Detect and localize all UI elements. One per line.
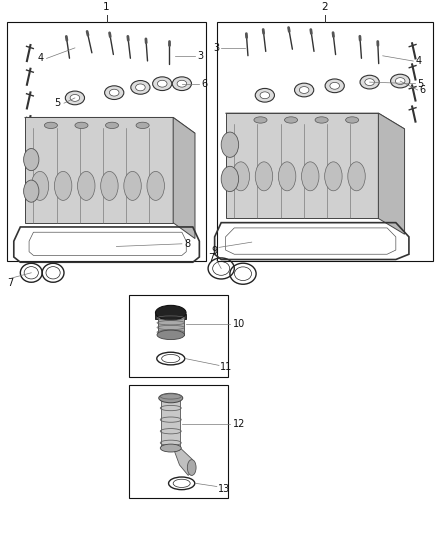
Text: 1: 1 [103,2,110,12]
Ellipse shape [54,172,72,200]
Ellipse shape [315,117,328,123]
Bar [7,21,206,261]
Ellipse shape [110,89,119,96]
Ellipse shape [299,86,309,93]
Text: 4: 4 [37,53,43,63]
Ellipse shape [348,162,365,191]
Ellipse shape [301,162,319,191]
Bar [161,398,180,448]
Ellipse shape [65,91,85,105]
Ellipse shape [260,92,270,99]
Ellipse shape [131,80,150,94]
Ellipse shape [159,393,183,403]
Ellipse shape [325,79,344,93]
Polygon shape [25,117,195,133]
Ellipse shape [221,166,239,191]
Text: 13: 13 [218,483,230,494]
Ellipse shape [285,117,297,123]
Text: 7: 7 [7,278,14,288]
Ellipse shape [160,444,181,452]
Ellipse shape [346,117,359,123]
Polygon shape [378,113,405,234]
Ellipse shape [157,80,167,87]
Ellipse shape [155,305,186,320]
Text: 11: 11 [220,362,232,373]
Ellipse shape [279,162,296,191]
Ellipse shape [152,77,172,91]
Ellipse shape [24,149,39,171]
Text: 5: 5 [54,98,60,108]
Text: 7: 7 [208,253,215,263]
Ellipse shape [254,117,267,123]
Ellipse shape [360,75,379,89]
Polygon shape [155,314,187,319]
Polygon shape [226,113,405,129]
Ellipse shape [124,172,141,200]
Text: 6: 6 [420,85,426,95]
Ellipse shape [365,79,374,85]
Text: 9: 9 [212,246,218,256]
Ellipse shape [221,132,239,157]
Ellipse shape [106,122,119,128]
Ellipse shape [105,86,124,100]
Ellipse shape [44,122,57,128]
Text: 12: 12 [233,419,245,430]
Text: 8: 8 [184,239,190,249]
Polygon shape [173,117,195,239]
Ellipse shape [396,78,405,85]
Ellipse shape [232,162,250,191]
Ellipse shape [172,77,191,91]
Ellipse shape [177,80,187,87]
Ellipse shape [70,94,80,101]
Ellipse shape [31,172,49,200]
Text: 6: 6 [201,79,208,88]
Polygon shape [226,113,378,219]
Ellipse shape [136,84,145,91]
Text: 5: 5 [418,79,424,88]
Text: 10: 10 [233,319,245,329]
Ellipse shape [294,83,314,97]
Ellipse shape [75,122,88,128]
Ellipse shape [255,162,273,191]
Ellipse shape [187,459,196,475]
Polygon shape [25,117,173,223]
Ellipse shape [330,83,339,89]
Text: 4: 4 [416,56,422,66]
Bar [158,311,184,335]
Polygon shape [161,448,195,475]
Ellipse shape [255,88,275,102]
Bar [217,21,433,261]
Ellipse shape [24,180,39,202]
Text: 3: 3 [213,43,219,53]
Ellipse shape [157,330,184,340]
Bar [130,385,228,498]
Bar [130,295,228,377]
Text: 2: 2 [321,2,328,12]
Ellipse shape [136,122,149,128]
Ellipse shape [78,172,95,200]
Ellipse shape [147,172,164,200]
Text: 3: 3 [197,51,203,61]
Ellipse shape [391,74,410,88]
Ellipse shape [101,172,118,200]
Ellipse shape [325,162,342,191]
